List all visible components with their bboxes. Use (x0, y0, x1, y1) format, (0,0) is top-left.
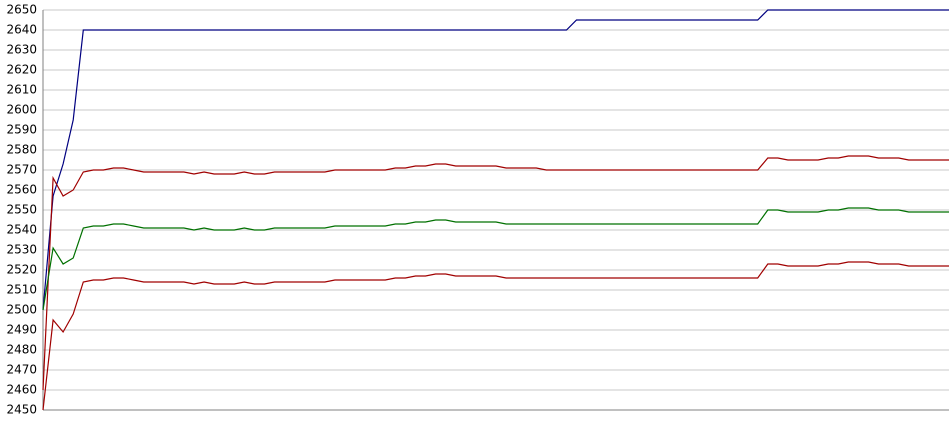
y-tick-label: 2590 (6, 123, 37, 137)
y-tick-label: 2550 (6, 203, 37, 217)
y-tick-label: 2650 (6, 3, 37, 17)
y-tick-label: 2500 (6, 303, 37, 317)
y-tick-label: 2610 (6, 83, 37, 97)
y-tick-label: 2480 (6, 343, 37, 357)
y-tick-label: 2620 (6, 63, 37, 77)
y-tick-label: 2510 (6, 283, 37, 297)
y-tick-label: 2450 (6, 403, 37, 417)
y-tick-label: 2580 (6, 143, 37, 157)
y-tick-label: 2520 (6, 263, 37, 277)
y-tick-label: 2600 (6, 103, 37, 117)
y-tick-label: 2560 (6, 183, 37, 197)
y-tick-label: 2570 (6, 163, 37, 177)
series-line (42, 261, 949, 411)
y-tick-label: 2470 (6, 363, 37, 377)
series-line (42, 207, 949, 311)
y-tick-label: 2630 (6, 43, 37, 57)
y-tick-label: 2530 (6, 243, 37, 257)
y-tick-label: 2490 (6, 323, 37, 337)
y-tick-label: 2540 (6, 223, 37, 237)
y-tick-label: 2460 (6, 383, 37, 397)
series-line (42, 9, 949, 311)
y-tick-label: 2640 (6, 23, 37, 37)
series-line (42, 155, 949, 391)
